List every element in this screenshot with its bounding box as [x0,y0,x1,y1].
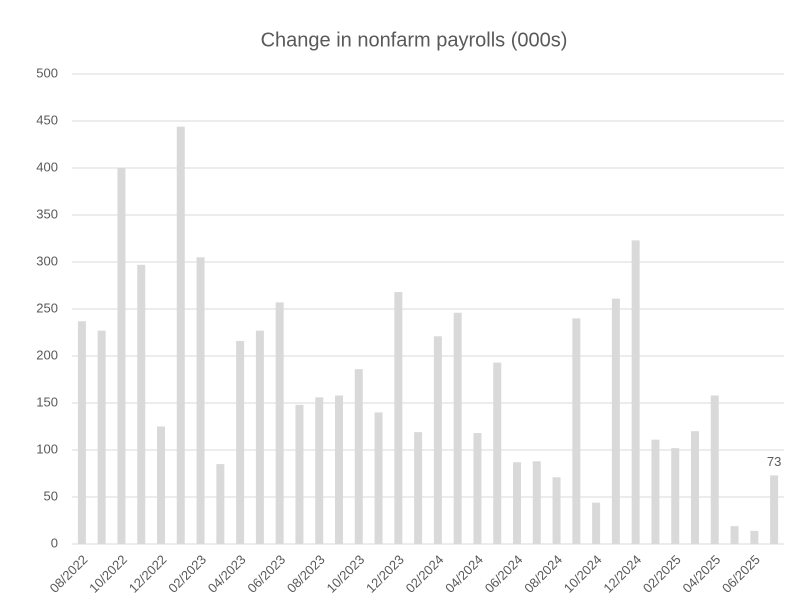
x-tick-label: 08/2024 [521,552,565,596]
y-tick-label: 350 [36,206,58,221]
bar [730,526,739,544]
y-tick-label: 150 [36,394,58,409]
bar [631,240,640,544]
bar [354,369,363,544]
x-tick-label: 04/2023 [205,552,249,596]
x-tick-label: 04/2025 [679,552,723,596]
x-tick-label: 10/2024 [561,552,605,596]
bar [275,302,284,544]
bar [394,292,403,544]
x-tick-label: 02/2025 [640,552,684,596]
bar [572,318,581,544]
bar [196,257,205,544]
y-tick-label: 400 [36,159,58,174]
bar [710,395,719,544]
x-tick-label: 06/2025 [719,552,763,596]
bar [651,439,660,544]
x-tick-label: 12/2024 [600,552,644,596]
bar [77,321,86,544]
x-tick-label: 04/2024 [442,552,486,596]
y-tick-label: 450 [36,112,58,127]
y-tick-label: 0 [51,535,58,550]
bar [473,433,482,544]
x-tick-label: 08/2022 [47,552,91,596]
bar [255,330,264,544]
x-tick-label: 06/2024 [482,552,526,596]
x-tick-label: 06/2023 [244,552,288,596]
x-tick-label: 08/2023 [284,552,328,596]
x-tick-label: 10/2022 [86,552,130,596]
bar [216,464,225,544]
bar [611,298,620,544]
bar [493,362,502,544]
bar [315,397,324,544]
bar [552,477,561,544]
bar [335,395,343,544]
bar [97,330,106,544]
bar [532,461,541,544]
chart-title: Change in nonfarm payrolls (000s) [261,29,568,51]
bar [117,168,126,544]
bar [453,312,462,544]
y-tick-label: 300 [36,253,58,268]
bar [295,404,304,544]
x-tick-label: 02/2024 [403,552,447,596]
bar [770,475,779,544]
bar [374,412,383,544]
x-tick-label: 02/2023 [165,552,209,596]
bar [750,530,759,544]
x-tick-label: 12/2022 [126,552,170,596]
bar [137,264,146,544]
bar [157,426,165,544]
y-tick-label: 50 [44,488,58,503]
bar [414,432,423,544]
y-tick-label: 250 [36,300,58,315]
bar [176,126,185,544]
x-tick-label: 10/2023 [323,552,367,596]
bar [513,462,521,544]
y-tick-label: 500 [36,65,58,80]
bar [433,336,442,544]
y-tick-label: 100 [36,441,58,456]
y-tick-label: 200 [36,347,58,362]
bar [691,431,699,544]
data-label: 73 [767,454,781,469]
bar [236,340,245,544]
bar [592,502,601,544]
bar [671,448,680,544]
x-tick-label: 12/2023 [363,552,407,596]
